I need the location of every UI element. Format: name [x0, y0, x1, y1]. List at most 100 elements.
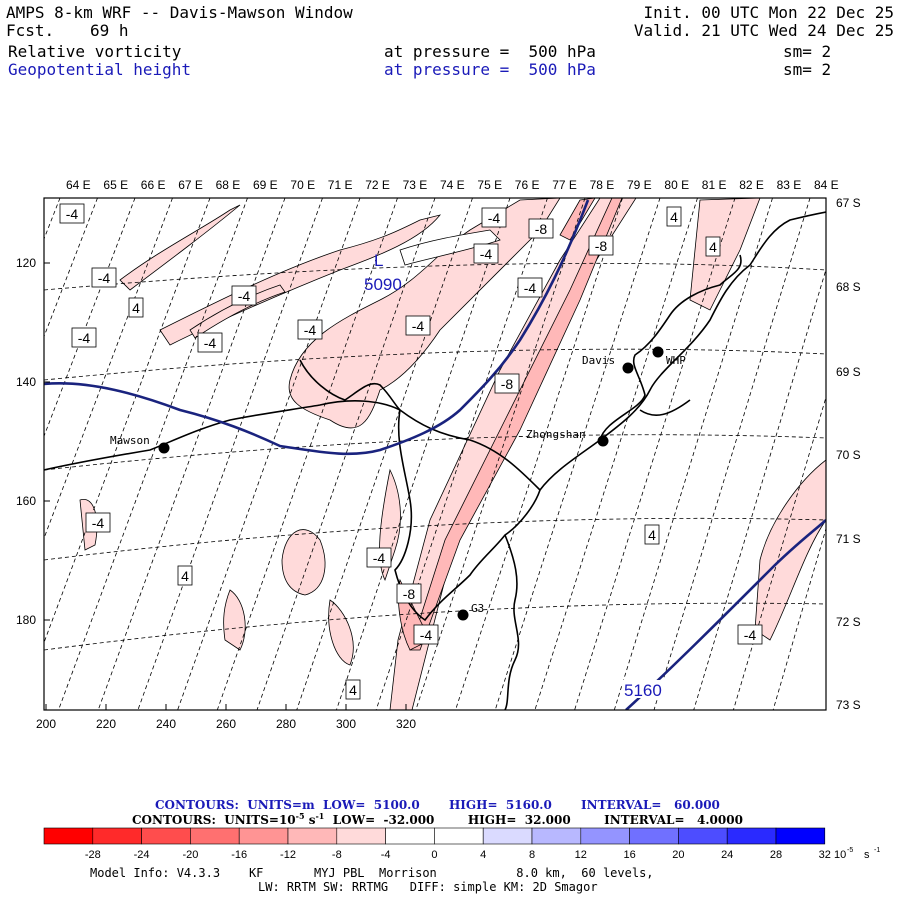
svg-text:-8: -8	[403, 586, 416, 602]
vorticity-label: 4	[128, 297, 144, 318]
lon-label: 72 E	[365, 178, 390, 192]
svg-text:4: 4	[670, 209, 678, 225]
colorbar-tick: 4	[480, 849, 486, 861]
colorbar-tick: 0	[431, 849, 437, 861]
colorbar-unit-tail: s	[861, 849, 870, 861]
vorticity-label: 4	[345, 679, 361, 700]
meridian-line	[296, 198, 473, 710]
field1-name: Relative vorticity	[8, 42, 182, 61]
lon-label: 68 E	[216, 178, 241, 192]
svg-text:Zhongshan: Zhongshan	[526, 428, 586, 441]
map-frame	[43, 197, 827, 711]
latitude-labels: 67 S 68 S 69 S 70 S 71 S 72 S 73 S	[836, 196, 861, 712]
colorbar-tick: 16	[623, 849, 635, 861]
lat-label: 73 S	[836, 698, 861, 712]
vorticity-label: 4	[705, 236, 721, 257]
lon-label: 80 E	[664, 178, 689, 192]
lon-label: 67 E	[178, 178, 203, 192]
vorticity-labels: -4 -4 4 -4 -4 -4 -4 -4 -8 -4 -4 -8 4 4 -8 -4 4 4 -4 -8 -4 4 -4…	[59, 203, 763, 700]
svg-text:-4: -4	[78, 330, 91, 346]
meridian-line	[653, 198, 811, 710]
meridian-line	[256, 198, 436, 710]
field1-pressure: at pressure = 500 hPa	[384, 42, 596, 61]
colorbar-tick: -12	[280, 849, 296, 861]
colorbar-tick: -28	[85, 849, 101, 861]
vorticity-label: -4	[59, 203, 85, 224]
meridian-line	[772, 527, 826, 710]
height-contours	[44, 199, 826, 710]
vorticity-label: -4	[405, 315, 431, 336]
field2-pressure: at pressure = 500 hPa	[384, 60, 596, 79]
colorbar-tick: -8	[332, 849, 342, 861]
vort-info-c: LOW= -32.000 HIGH= 32.000 INTERVAL= 4.00…	[324, 813, 743, 827]
y-label: 140	[16, 375, 36, 389]
lat-label: 70 S	[836, 448, 861, 462]
vorticity-label: -4	[85, 512, 111, 533]
vort-info-a: CONTOURS: UNITS=10	[132, 813, 296, 827]
x-label: 300	[336, 717, 356, 731]
lon-label: 81 E	[702, 178, 727, 192]
svg-text:-4: -4	[373, 550, 386, 566]
meridian-line	[494, 198, 661, 710]
vorticity-label: -4	[413, 624, 439, 645]
vorticity-label: 4	[666, 206, 682, 227]
lon-label: 83 E	[777, 178, 802, 192]
meridian-line	[44, 198, 98, 338]
map-canvas: 64 E 65 E 66 E 67 E 68 E 69 E 70 E 71 E 72 E 73 E…	[16, 178, 861, 731]
meridian-line	[336, 198, 511, 710]
colorbar-swatch	[629, 827, 679, 845]
svg-text:-4: -4	[744, 627, 757, 643]
svg-text:-4: -4	[204, 335, 217, 351]
svg-text:-8: -8	[535, 221, 548, 237]
station-davis: Davis	[582, 354, 634, 374]
height-contour-info: CONTOURS: UNITS=m LOW= 5100.0 HIGH= 5160…	[155, 798, 720, 812]
svg-text:4: 4	[648, 527, 656, 543]
colorbar-swatch	[43, 827, 94, 845]
lat-label: 72 S	[836, 615, 861, 629]
meridian-line	[44, 198, 211, 644]
lon-label: 84 E	[814, 178, 839, 192]
contour-label-5160: 5160	[624, 681, 662, 700]
svg-text:4: 4	[181, 568, 189, 584]
colorbar-unit-exp: -5	[847, 847, 853, 854]
vorticity-label: -4	[473, 243, 499, 264]
vorticity-shading	[79, 198, 826, 710]
stations: Mawson Davis WHP Zhongshan G3	[110, 346, 686, 621]
x-label: 320	[396, 717, 416, 731]
colorbar-swatch	[287, 827, 338, 845]
colorbar-tick: 20	[672, 849, 684, 861]
low-value: 5090	[364, 275, 402, 294]
svg-text:-4: -4	[488, 210, 501, 226]
colorbar-swatch	[434, 827, 484, 845]
vorticity-label: -8	[494, 373, 520, 394]
svg-text:G3: G3	[471, 602, 484, 615]
x-label: 280	[276, 717, 296, 731]
lat-label: 71 S	[836, 532, 861, 546]
x-label: 260	[216, 717, 236, 731]
colorbar-tick: 24	[721, 849, 733, 861]
station-g3: G3	[457, 602, 484, 621]
model-info-line2: LW: RRTM SW: RRTMG DIFF: simple KM: 2D S…	[258, 880, 598, 894]
colorbar-swatch	[92, 827, 142, 845]
graticule	[44, 198, 826, 710]
forecast-hour: 69 h	[90, 21, 129, 40]
svg-text:WHP: WHP	[666, 354, 686, 367]
colorbar-tick: 28	[770, 849, 782, 861]
lon-label: 79 E	[627, 178, 652, 192]
lon-label: 64 E	[66, 178, 91, 192]
svg-text:Davis: Davis	[582, 354, 615, 367]
vorticity-label: -8	[396, 583, 422, 604]
parallel-line	[44, 348, 826, 381]
vorticity-label: -4	[71, 327, 97, 348]
y-axis: 120 140 160 180	[16, 256, 50, 627]
init-time: Init. 00 UTC Mon 22 Dec 25	[643, 3, 894, 22]
colorbar-swatch	[678, 827, 728, 845]
vorticity-label: -8	[588, 235, 614, 256]
colorbar-swatch	[531, 827, 582, 845]
vorticity-label: -4	[231, 285, 257, 306]
model-info-line1: Model Info: V4.3.3 KF MYJ PBL Morrison 8…	[90, 866, 654, 880]
lon-label: 77 E	[552, 178, 577, 192]
station-whp: WHP	[652, 346, 686, 367]
x-axis: 200 220 240 260 280 300 320	[36, 704, 416, 731]
